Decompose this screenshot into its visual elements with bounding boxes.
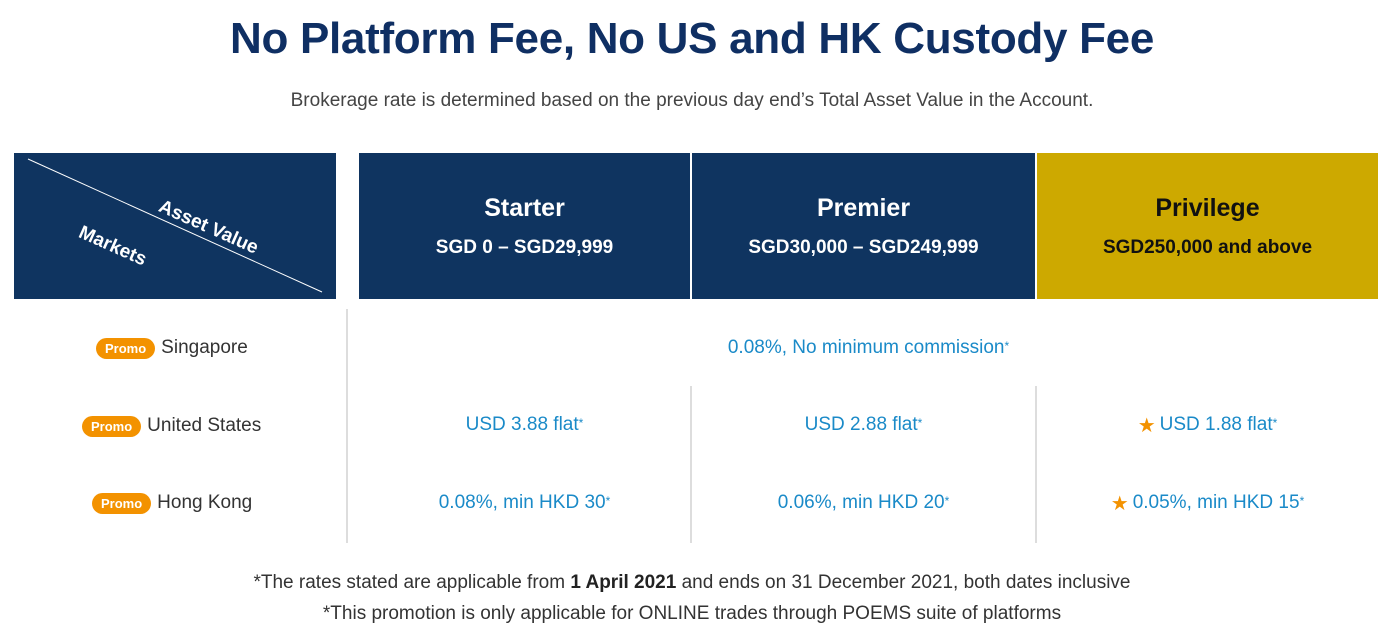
tier-name: Privilege [1155, 193, 1260, 222]
column-divider [690, 386, 692, 543]
tier-name: Premier [816, 193, 911, 222]
corner-diagonal-line [27, 158, 323, 293]
market-label-united-states: Promo United States [82, 414, 261, 438]
rate-cell-hk-starter: 0.08%, min HKD 30 * [359, 489, 690, 517]
rate-cell-hk-premier: 0.06%, min HKD 20 * [692, 489, 1035, 517]
rate-value: 0.08%, No minimum commission [727, 337, 1005, 358]
rate-value: USD 1.88 flat [1159, 414, 1273, 435]
rate-cell-hk-privilege: ★ 0.05%, min HKD 15 * [1037, 489, 1378, 517]
asterisk-mark: * [605, 494, 611, 508]
footnote-dates: *The rates stated are applicable from 1 … [0, 572, 1384, 594]
tier-header-starter: Starter SGD 0 – SGD29,999 [359, 153, 690, 299]
rate-cell-us-starter: USD 3.88 flat * [359, 411, 690, 439]
tier-name: Starter [484, 193, 565, 222]
rate-value: 0.06%, min HKD 20 [777, 492, 945, 513]
star-icon: ★ [1137, 414, 1156, 437]
corner-header-cell [14, 153, 336, 299]
asterisk-mark: * [1272, 416, 1278, 430]
rate-value: USD 2.88 flat [804, 414, 918, 435]
rate-cell-us-privilege: ★ USD 1.88 flat * [1037, 411, 1378, 439]
market-name: Singapore [161, 337, 248, 358]
asterisk-mark: * [1004, 339, 1010, 353]
column-divider [1035, 386, 1037, 543]
rate-value: USD 3.88 flat [465, 414, 579, 435]
asterisk-mark: * [1299, 494, 1305, 508]
rate-value: 0.08%, min HKD 30 [438, 492, 606, 513]
footnote-text: and ends on 31 December 2021, both dates… [676, 572, 1131, 593]
market-label-singapore: Promo Singapore [96, 336, 248, 360]
star-icon: ★ [1110, 492, 1129, 515]
rate-cell-singapore-all-tiers: 0.08%, No minimum commission * [359, 334, 1378, 362]
market-name: United States [147, 415, 262, 436]
column-divider [346, 309, 348, 543]
footnote-text: *The rates stated are applicable from [253, 572, 571, 593]
footnote-online-only: *This promotion is only applicable for O… [322, 603, 1062, 624]
market-name: Hong Kong [157, 492, 253, 513]
tier-range: SGD250,000 and above [1102, 236, 1313, 258]
asterisk-mark: * [917, 416, 923, 430]
promo-badge: Promo [82, 415, 142, 437]
asterisk-mark: * [578, 416, 584, 430]
rate-value: 0.05%, min HKD 15 [1132, 492, 1300, 513]
asterisk-mark: * [944, 494, 950, 508]
market-label-hong-kong: Promo Hong Kong [92, 491, 252, 515]
rate-cell-us-premier: USD 2.88 flat * [692, 411, 1035, 439]
promo-badge: Promo [96, 337, 156, 359]
tier-range: SGD30,000 – SGD249,999 [748, 236, 979, 258]
tier-header-privilege: Privilege SGD250,000 and above [1037, 153, 1378, 299]
page-title: No Platform Fee, No US and HK Custody Fe… [229, 14, 1155, 63]
tier-header-premier: Premier SGD30,000 – SGD249,999 [692, 153, 1035, 299]
page-subtitle: Brokerage rate is determined based on th… [290, 90, 1094, 111]
footnote-bold-date: 1 April 2021 [570, 572, 677, 593]
promo-badge: Promo [92, 492, 152, 514]
tier-range: SGD 0 – SGD29,999 [435, 236, 614, 258]
